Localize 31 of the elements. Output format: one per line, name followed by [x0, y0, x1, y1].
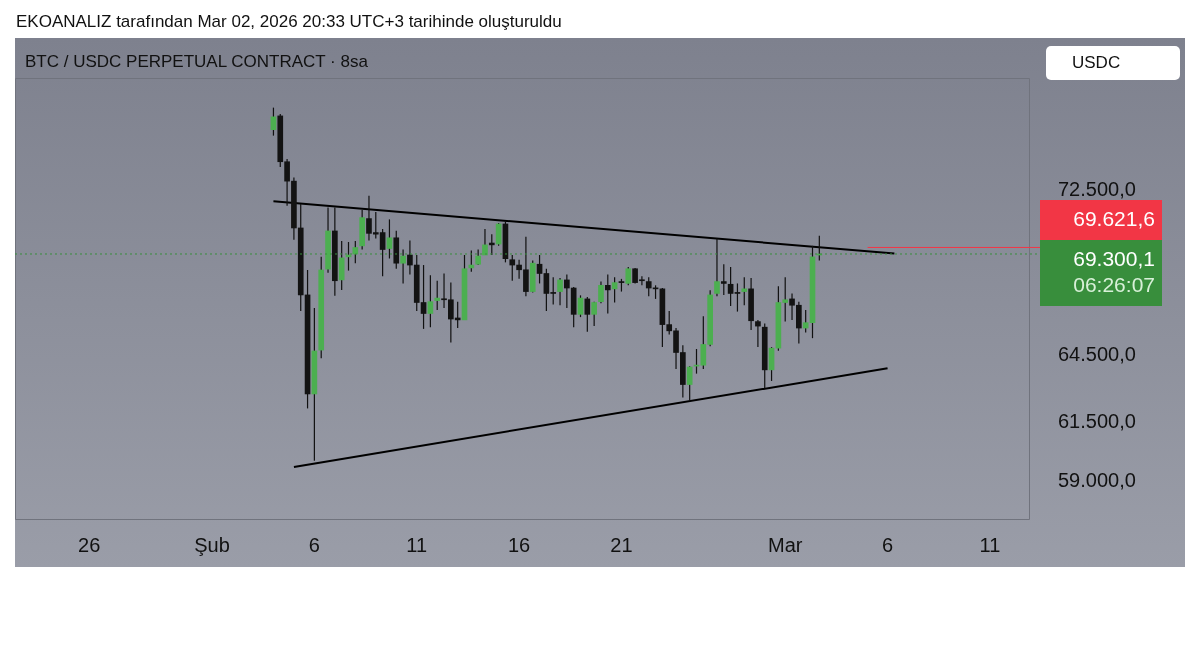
candlestick [509, 254, 516, 282]
candlestick [720, 263, 727, 296]
candlestick [468, 249, 475, 273]
text: USDC [1046, 46, 1180, 80]
x-tick-label: 11 [979, 533, 1001, 556]
chart-title: EKOANALIZ tarafından Mar 02, 2026 20:33 UTC+3 tarihinde oluşturuldu [16, 12, 562, 32]
y-tick-label: 72.500,0 [1058, 177, 1136, 200]
x-tick-label: 11 [406, 533, 428, 556]
candlestick [564, 273, 570, 309]
candlestick [584, 296, 591, 333]
x-tick-label: 6 [308, 533, 320, 556]
ref-line-label: 69.621,6 [1073, 206, 1155, 230]
candlestick [645, 276, 652, 297]
x-tick-label: 16 [507, 533, 531, 556]
candlestick [755, 319, 761, 348]
x-tick-label: 26 [78, 533, 101, 556]
y-tick-label: 61.500,0 [1058, 410, 1136, 433]
y-tick-label: 59.000,0 [1058, 468, 1136, 491]
x-tick-label: Mar [767, 533, 803, 556]
x-tick-label: 21 [610, 533, 633, 556]
candlestick [427, 274, 434, 328]
candlestick [352, 240, 359, 264]
candlestick [407, 239, 413, 276]
x-tick-label: Şub [194, 533, 230, 556]
chart-subtitle: BTC / USDC PERPETUAL CONTRACT · 8sa [25, 52, 368, 72]
candlestick [604, 273, 611, 315]
y-tick-label: 64.500,0 [1058, 342, 1136, 365]
x-tick-label: 6 [882, 533, 894, 556]
candlestick [482, 228, 488, 256]
candlestick [734, 282, 741, 313]
ref-line-label: 69.300,1 06:26:07 [1073, 246, 1155, 296]
